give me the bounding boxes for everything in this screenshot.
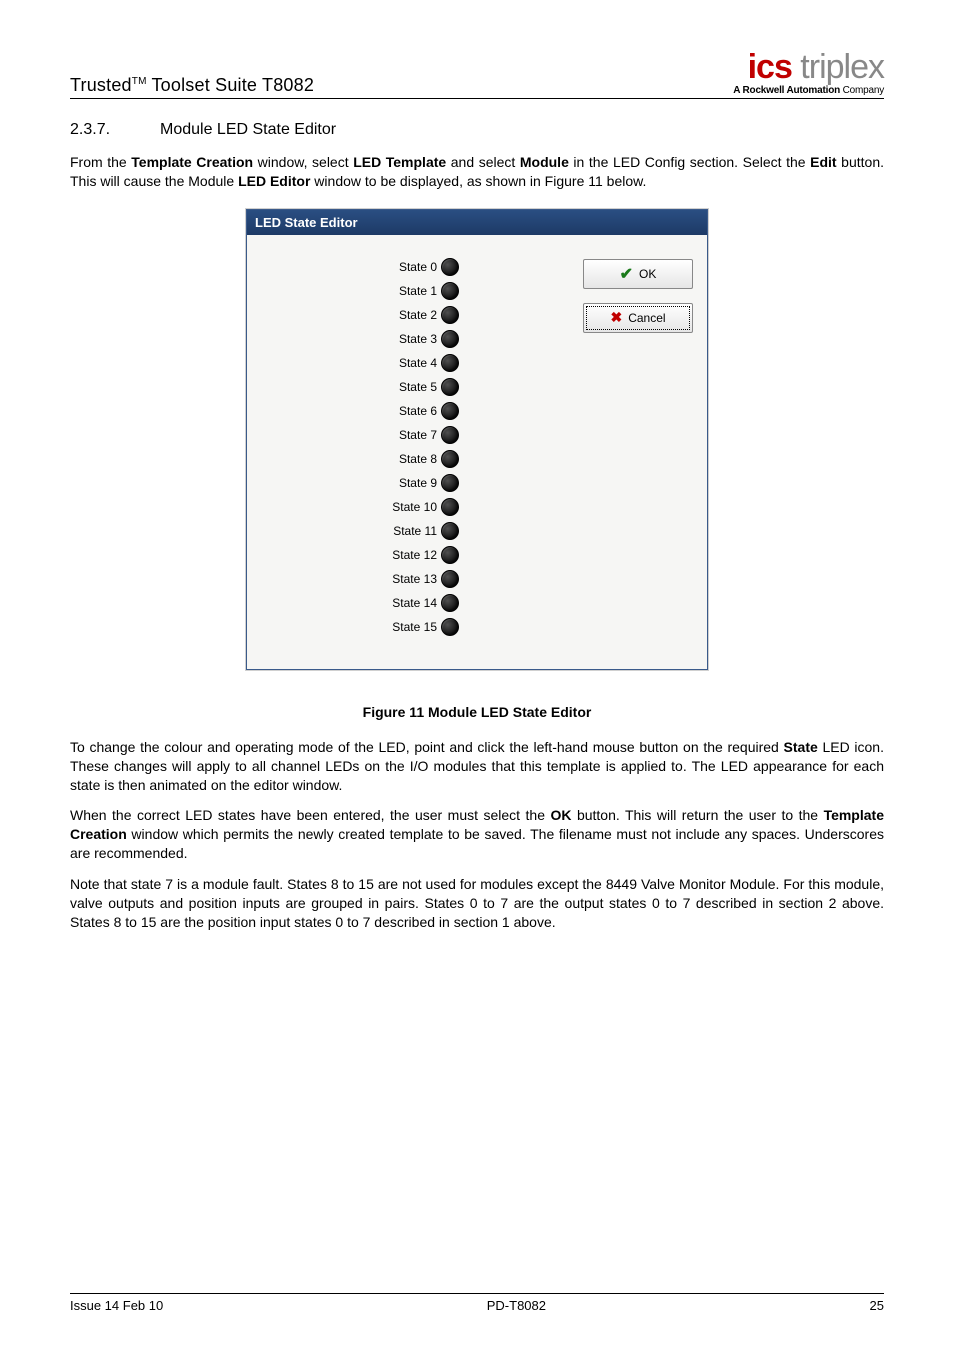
figure-caption: Figure 11 Module LED State Editor bbox=[70, 704, 884, 720]
state-label: State 10 bbox=[385, 500, 437, 514]
state-row: State 2 bbox=[385, 306, 459, 324]
state-label: State 6 bbox=[385, 404, 437, 418]
led-icon[interactable] bbox=[441, 354, 459, 372]
product-line: Trusted bbox=[70, 75, 132, 95]
section-number: 2.3.7. bbox=[70, 121, 160, 139]
state-label: State 3 bbox=[385, 332, 437, 346]
tm-mark: TM bbox=[132, 76, 147, 87]
state-row: State 0 bbox=[385, 258, 459, 276]
state-label: State 13 bbox=[385, 572, 437, 586]
state-label: State 4 bbox=[385, 356, 437, 370]
led-icon[interactable] bbox=[441, 474, 459, 492]
state-row: State 13 bbox=[385, 570, 459, 588]
product-name: TrustedTM Toolset Suite T8082 bbox=[70, 75, 314, 96]
led-icon[interactable] bbox=[441, 378, 459, 396]
x-icon: ✖ bbox=[610, 309, 622, 326]
led-state-editor-window: LED State Editor State 0State 1State 2St… bbox=[246, 209, 708, 670]
state-label: State 11 bbox=[385, 524, 437, 538]
led-icon[interactable] bbox=[441, 522, 459, 540]
footer-left: Issue 14 Feb 10 bbox=[70, 1298, 163, 1313]
logo-subtitle: A Rockwell Automation Company bbox=[733, 86, 884, 96]
state-row: State 3 bbox=[385, 330, 459, 348]
state-label: State 15 bbox=[385, 620, 437, 634]
state-row: State 4 bbox=[385, 354, 459, 372]
page-footer: Issue 14 Feb 10 PD-T8082 25 bbox=[70, 1293, 884, 1313]
state-row: State 8 bbox=[385, 450, 459, 468]
footer-center: PD-T8082 bbox=[487, 1298, 546, 1313]
state-row: State 9 bbox=[385, 474, 459, 492]
logo-triplex: triplex bbox=[792, 48, 884, 86]
page-header: TrustedTM Toolset Suite T8082 ics triple… bbox=[70, 50, 884, 99]
state-label: State 8 bbox=[385, 452, 437, 466]
state-label: State 2 bbox=[385, 308, 437, 322]
paragraph-4: Note that state 7 is a module fault. Sta… bbox=[70, 875, 884, 932]
intro-paragraph: From the Template Creation window, selec… bbox=[70, 153, 884, 191]
window-title-bar: LED State Editor bbox=[247, 210, 707, 235]
state-label: State 9 bbox=[385, 476, 437, 490]
state-row: State 12 bbox=[385, 546, 459, 564]
section-title: Module LED State Editor bbox=[160, 121, 336, 139]
state-row: State 10 bbox=[385, 498, 459, 516]
state-label: State 14 bbox=[385, 596, 437, 610]
cancel-label: Cancel bbox=[628, 311, 665, 325]
led-icon[interactable] bbox=[441, 450, 459, 468]
led-icon[interactable] bbox=[441, 546, 459, 564]
led-icon[interactable] bbox=[441, 498, 459, 516]
cancel-button[interactable]: ✖ Cancel bbox=[583, 303, 693, 333]
state-row: State 5 bbox=[385, 378, 459, 396]
state-row: State 11 bbox=[385, 522, 459, 540]
led-icon[interactable] bbox=[441, 402, 459, 420]
section-heading: 2.3.7. Module LED State Editor bbox=[70, 121, 884, 139]
state-label: State 12 bbox=[385, 548, 437, 562]
footer-right: 25 bbox=[870, 1298, 884, 1313]
state-list: State 0 State 1 State 2 State 3 State 4 State… bbox=[261, 255, 583, 639]
state-label: State 5 bbox=[385, 380, 437, 394]
led-icon[interactable] bbox=[441, 330, 459, 348]
led-icon[interactable] bbox=[441, 282, 459, 300]
check-icon: ✔ bbox=[620, 264, 633, 284]
led-icon[interactable] bbox=[441, 306, 459, 324]
window-body: State 0 State 1 State 2 State 3 State 4 State… bbox=[247, 235, 707, 669]
led-icon[interactable] bbox=[441, 258, 459, 276]
paragraph-2: To change the colour and operating mode … bbox=[70, 738, 884, 795]
logo-sub-bold: A Rockwell Automation bbox=[733, 85, 840, 96]
led-icon[interactable] bbox=[441, 426, 459, 444]
logo-top: ics triplex bbox=[733, 50, 884, 84]
state-label: State 0 bbox=[385, 260, 437, 274]
ok-label: OK bbox=[639, 267, 656, 281]
led-icon[interactable] bbox=[441, 594, 459, 612]
state-label: State 7 bbox=[385, 428, 437, 442]
state-row: State 15 bbox=[385, 618, 459, 636]
state-row: State 7 bbox=[385, 426, 459, 444]
logo-sub-rest: Company bbox=[840, 85, 884, 96]
state-row: State 1 bbox=[385, 282, 459, 300]
logo-ics: ics bbox=[748, 48, 792, 86]
buttons-column: ✔ OK ✖ Cancel bbox=[583, 255, 693, 639]
state-row: State 6 bbox=[385, 402, 459, 420]
product-suffix: Toolset Suite T8082 bbox=[147, 75, 314, 95]
paragraph-3: When the correct LED states have been en… bbox=[70, 806, 884, 863]
ok-button[interactable]: ✔ OK bbox=[583, 259, 693, 289]
logo: ics triplex A Rockwell Automation Compan… bbox=[733, 50, 884, 96]
state-label: State 1 bbox=[385, 284, 437, 298]
led-icon[interactable] bbox=[441, 570, 459, 588]
led-icon[interactable] bbox=[441, 618, 459, 636]
state-row: State 14 bbox=[385, 594, 459, 612]
